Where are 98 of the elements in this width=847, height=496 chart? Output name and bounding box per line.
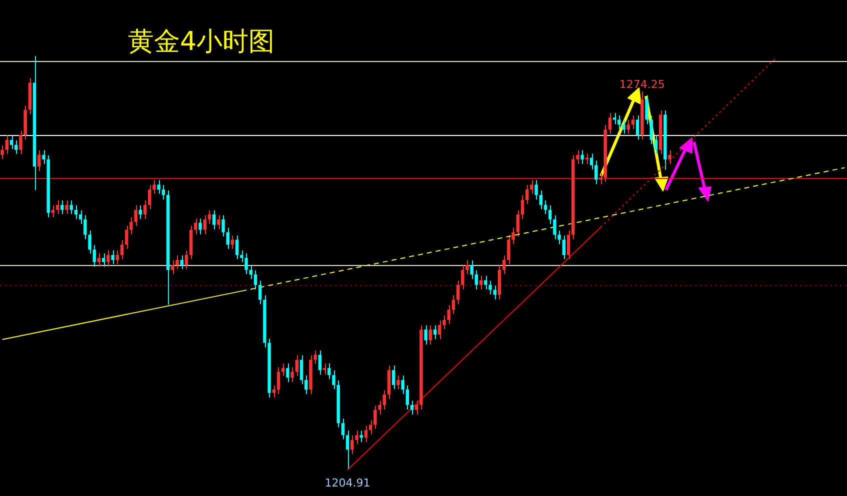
candlestick	[401, 375, 404, 395]
candlestick	[254, 270, 258, 290]
candlestick	[396, 375, 400, 390]
candlestick	[60, 200, 64, 215]
candlestick	[276, 366, 280, 395]
candlestick	[585, 153, 589, 164]
candlestick	[378, 400, 382, 415]
candlestick	[479, 275, 483, 290]
candlestick	[350, 435, 354, 455]
candlestick	[530, 180, 534, 194]
candlestick	[328, 363, 331, 380]
candlestick	[290, 366, 294, 383]
candlestick	[622, 120, 626, 134]
candlestick	[70, 200, 73, 215]
candlestick	[392, 365, 396, 390]
candlestick	[626, 120, 630, 134]
candlestick	[493, 285, 496, 300]
candlestick	[318, 350, 322, 376]
candlestick	[360, 430, 363, 443]
candlestick	[534, 180, 538, 200]
candlestick	[562, 235, 566, 260]
candlestick	[143, 200, 147, 220]
candlestick	[106, 250, 110, 268]
candlestick	[74, 204, 78, 220]
candlestick	[217, 214, 220, 230]
candlestick	[406, 384, 409, 410]
candlestick	[424, 324, 428, 345]
candlestick	[645, 94, 648, 125]
candlestick	[539, 190, 542, 210]
candlestick	[548, 204, 552, 224]
candlestick	[295, 354, 299, 376]
candlestick	[576, 150, 580, 164]
candlestick	[180, 254, 184, 270]
candlestick	[162, 184, 166, 200]
annotation: 1274.25	[619, 78, 665, 91]
candlestick	[157, 180, 160, 194]
candlestick	[10, 134, 14, 150]
candlestick	[38, 150, 41, 172]
candlestick	[51, 204, 55, 218]
candlestick	[111, 250, 114, 265]
candlestick	[525, 184, 529, 205]
candlestick	[249, 264, 252, 280]
candlestick	[580, 150, 584, 164]
candlestick	[520, 194, 524, 220]
candlestick	[618, 115, 621, 130]
candlestick	[447, 304, 450, 325]
candlestick	[631, 115, 635, 130]
candlestick	[65, 200, 68, 215]
candlestick	[116, 250, 119, 265]
candlestick	[636, 115, 640, 140]
candlestick	[194, 218, 198, 235]
candlestick	[120, 240, 124, 260]
candlestick	[272, 384, 276, 398]
candlestick	[428, 324, 432, 345]
candlestick	[84, 214, 87, 240]
candlestick	[281, 363, 285, 376]
candlestick	[346, 430, 350, 470]
candlestick	[341, 418, 345, 440]
chart-title: 黄金4小时图	[128, 26, 275, 59]
candlestick	[654, 134, 658, 155]
candlestick	[184, 250, 188, 270]
candlestick	[222, 214, 225, 237]
candlestick	[474, 270, 478, 290]
candlestick	[102, 252, 106, 268]
candlestick	[608, 112, 612, 134]
candlestick	[235, 235, 239, 260]
candlestick	[5, 134, 9, 155]
candlestick	[176, 254, 179, 270]
candlestick	[470, 260, 474, 280]
candlestick	[208, 210, 212, 224]
candlestick	[138, 204, 142, 220]
candlestick	[14, 140, 18, 155]
candlestick	[668, 150, 672, 164]
candlestick	[286, 363, 290, 383]
candlestick	[212, 210, 216, 230]
candlestick	[544, 200, 548, 215]
candlestick	[230, 235, 234, 250]
candlestick	[410, 400, 414, 415]
candlestick	[203, 214, 206, 235]
candlestick	[516, 210, 520, 237]
candlestick	[502, 254, 506, 275]
candlestick	[244, 252, 248, 275]
candlestick	[134, 204, 138, 227]
candlestick	[364, 425, 368, 443]
candlestick	[226, 227, 230, 250]
candlestick	[92, 244, 96, 268]
candlestick	[650, 115, 653, 145]
candlestick	[88, 230, 92, 254]
candlestick	[198, 218, 202, 235]
candlestick	[433, 324, 437, 340]
candlestick	[0, 144, 4, 160]
candlestick	[456, 280, 460, 305]
candlestick	[382, 390, 386, 410]
annotation: 1204.91	[324, 476, 370, 490]
candlestick	[56, 200, 60, 215]
candlestick	[97, 252, 101, 268]
candlestick	[258, 280, 262, 305]
candlestick	[355, 430, 358, 445]
